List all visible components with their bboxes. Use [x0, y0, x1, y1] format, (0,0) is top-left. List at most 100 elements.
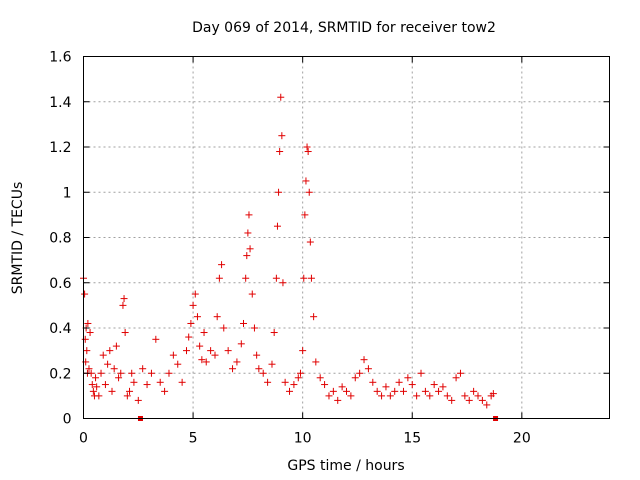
- y-tick-label: 0.4: [49, 321, 71, 337]
- data-point: [244, 229, 252, 237]
- x-tick-label: 20: [513, 431, 531, 447]
- data-point: [369, 378, 377, 386]
- data-point: [435, 387, 443, 395]
- data-point: [456, 369, 464, 377]
- data-point: [286, 387, 294, 395]
- data-point: [299, 347, 307, 355]
- data-point: [88, 381, 96, 389]
- data-point: [86, 329, 94, 337]
- data-point: [246, 245, 254, 253]
- y-tick-label: 1.6: [49, 50, 71, 66]
- data-point: [296, 369, 304, 377]
- x-axis-label: GPS time / hours: [287, 458, 404, 474]
- data-point: [373, 387, 381, 395]
- data-point: [304, 148, 312, 156]
- data-point: [250, 324, 258, 332]
- data-point: [93, 383, 101, 391]
- data-point: [325, 392, 333, 400]
- y-tick-label: 1: [63, 185, 72, 201]
- data-point: [347, 392, 355, 400]
- data-point: [399, 387, 407, 395]
- data-point: [272, 274, 280, 282]
- data-point: [239, 319, 247, 327]
- data-point: [134, 396, 142, 404]
- data-point: [83, 347, 91, 355]
- data-point: [213, 313, 221, 321]
- data-point: [310, 313, 318, 321]
- data-point: [152, 335, 160, 343]
- data-point: [126, 387, 134, 395]
- data-point: [443, 392, 451, 400]
- data-point: [161, 387, 169, 395]
- data-point: [461, 392, 469, 400]
- data-point: [483, 401, 491, 409]
- y-tick-label: 0.8: [49, 231, 71, 247]
- chart-title: Day 069 of 2014, SRMTID for receiver tow…: [192, 20, 496, 36]
- data-point: [200, 329, 208, 337]
- x-tick-labels: 0 5 10 15 20: [79, 431, 531, 447]
- data-point: [202, 358, 210, 366]
- data-point: [106, 347, 114, 355]
- data-point: [110, 365, 118, 373]
- data-point: [386, 392, 394, 400]
- data-point: [356, 369, 364, 377]
- data-point: [108, 387, 116, 395]
- data-point: [478, 396, 486, 404]
- plot-frame: [83, 56, 610, 419]
- data-point: [307, 274, 315, 282]
- data-point: [191, 290, 199, 298]
- data-point: [294, 374, 302, 382]
- data-point: [452, 374, 460, 382]
- data-point: [277, 93, 285, 101]
- data-point: [270, 329, 278, 337]
- data-point: [224, 347, 232, 355]
- data-point: [165, 369, 173, 377]
- data-point: [218, 261, 226, 269]
- data-point: [465, 396, 473, 404]
- y-tick-label: 1.4: [49, 95, 71, 111]
- data-point: [306, 238, 314, 246]
- data-point: [303, 143, 311, 151]
- data-point: [391, 387, 399, 395]
- data-point: [408, 381, 416, 389]
- data-point: [421, 387, 429, 395]
- data-point: [115, 374, 123, 382]
- data-point: [364, 365, 372, 373]
- data-point: [273, 222, 281, 230]
- data-point: [215, 274, 223, 282]
- data-point: [174, 360, 182, 368]
- data-point: [207, 347, 215, 355]
- data-point: [253, 351, 261, 359]
- data-point: [104, 360, 112, 368]
- data-point: [169, 351, 177, 359]
- data-point: [120, 295, 128, 303]
- data-point: [193, 313, 201, 321]
- data-point: [279, 279, 287, 287]
- data-point: [417, 369, 425, 377]
- data-point: [97, 369, 105, 377]
- data-point: [248, 290, 256, 298]
- data-point: [278, 132, 286, 140]
- data-point: [378, 392, 386, 400]
- data-point: [489, 390, 497, 398]
- data-point: [128, 369, 136, 377]
- data-point: [413, 392, 421, 400]
- data-point: [338, 383, 346, 391]
- data-point: [305, 188, 313, 196]
- data-point: [312, 358, 320, 366]
- data-point: [156, 378, 164, 386]
- data-point: [130, 378, 138, 386]
- data-point: [470, 387, 478, 395]
- y-axis-label: SRMTID / TECUs: [10, 182, 26, 295]
- data-point: [300, 274, 308, 282]
- data-point: [360, 356, 368, 364]
- data-point: [117, 369, 125, 377]
- data-point: [187, 319, 195, 327]
- data-point: [329, 387, 337, 395]
- data-point: [242, 274, 250, 282]
- data-point: [268, 360, 276, 368]
- data-point: [119, 301, 127, 309]
- x-tick-label: 5: [189, 431, 198, 447]
- data-point: [147, 369, 155, 377]
